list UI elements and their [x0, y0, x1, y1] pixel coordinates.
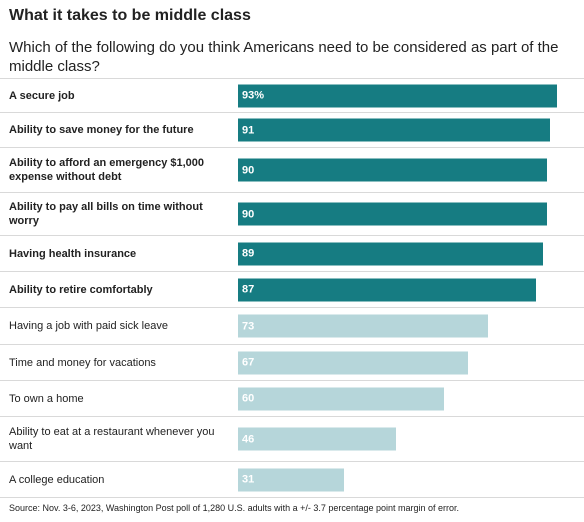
bar-value-label: 67 [242, 356, 255, 369]
bar: 46 [238, 427, 396, 451]
chart-source: Source: Nov. 3-6, 2023, Washington Post … [9, 503, 459, 513]
bar-value-label: 60 [242, 392, 255, 405]
bar: 87 [238, 278, 536, 301]
bar-row: Having health insurance 89 [0, 236, 584, 272]
bar: 60 [238, 387, 444, 410]
category-label: Ability to retire comfortably [9, 283, 153, 296]
bar: 91 [238, 118, 550, 142]
bar: 67 [238, 351, 468, 374]
bar-row: Ability to pay all bills on time without… [0, 193, 584, 236]
bar: 73 [238, 314, 488, 338]
bar-value-label: 46 [242, 433, 255, 445]
category-label: Having a job with paid sick leave [9, 320, 168, 332]
category-label: Ability to save money for the future [9, 124, 194, 136]
bar-value-label: 31 [242, 473, 255, 486]
bar-row: Ability to eat at a restaurant whenever … [0, 417, 584, 462]
bar-value-label: 73 [242, 320, 255, 332]
bar: 90 [238, 158, 547, 182]
bar: 93% [238, 84, 557, 107]
category-label: Ability to afford an emergency $1,000 ex… [9, 157, 205, 183]
bar-row: Having a job with paid sick leave 73 [0, 308, 584, 345]
chart-title: What it takes to be middle class [9, 7, 251, 24]
bar-row: Ability to save money for the future 91 [0, 113, 584, 148]
bar-value-label: 87 [242, 283, 255, 296]
bar-value-label: 90 [242, 164, 255, 176]
category-label: Time and money for vacations [9, 356, 156, 369]
bar-row: To own a home 60 [0, 381, 584, 417]
category-label: A college education [9, 473, 105, 486]
category-label: Ability to eat at a restaurant whenever … [9, 426, 215, 452]
category-label: A secure job [9, 89, 75, 102]
chart-subtitle: Which of the following do you think Amer… [9, 39, 559, 75]
bar-chart: A secure job 93% Ability to save money for… [0, 78, 584, 498]
bar-row: Time and money for vacations 67 [0, 345, 584, 381]
bar-row: Ability to retire comfortably 87 [0, 272, 584, 308]
bar: 31 [238, 468, 344, 491]
bar: 89 [238, 242, 543, 265]
bar-row: Ability to afford an emergency $1,000 ex… [0, 148, 584, 193]
bar-value-label: 90 [242, 208, 255, 220]
category-label: Ability to pay all bills on time without… [9, 201, 203, 227]
bar: 90 [238, 202, 547, 226]
bar-value-label: 89 [242, 247, 255, 260]
bar-row: A secure job 93% [0, 78, 584, 113]
bar-row: A college education 31 [0, 462, 584, 498]
bar-value-label: 91 [242, 124, 255, 136]
bar-value-label: 93% [242, 89, 265, 102]
category-label: Having health insurance [9, 247, 137, 260]
category-label: To own a home [9, 392, 84, 405]
